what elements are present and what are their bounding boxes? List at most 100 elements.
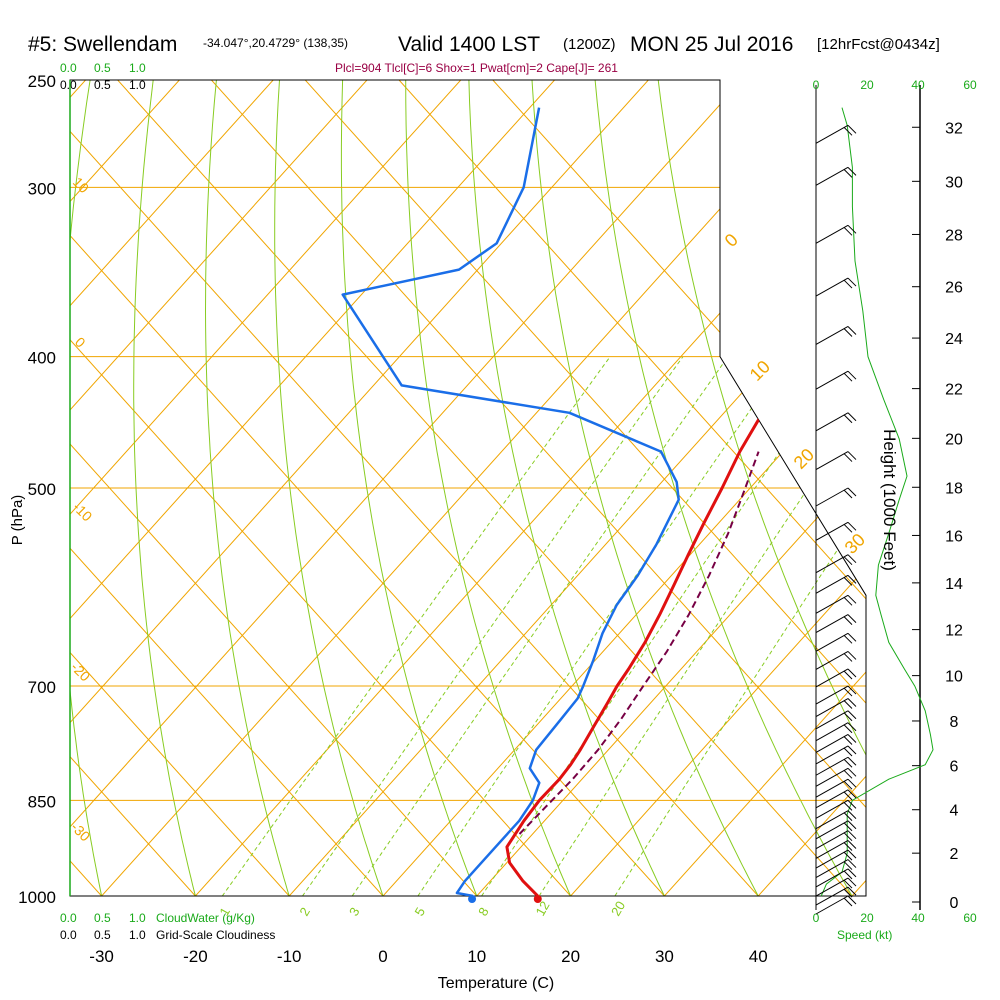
mixing-ratio-line: [610, 356, 866, 896]
isotherm-line: [731, 80, 866, 896]
wind-barb-flag: [843, 870, 853, 880]
wind-barb-flag: [847, 614, 857, 623]
station-title: #5: Swellendam: [28, 33, 177, 56]
wind-barb-flag: [847, 820, 857, 830]
forecast-tag: [12hrFcst@0434z]: [817, 36, 940, 53]
wind-barb: [815, 668, 857, 688]
height-tick-label: 14: [945, 576, 963, 593]
wind-barb: [815, 789, 857, 809]
wind-barb-flag: [847, 554, 857, 564]
wind-barb-staff: [815, 789, 849, 809]
anti-isotherm-line: [189, 80, 866, 896]
height-tick-label: 4: [950, 803, 959, 820]
isotherm-line: [450, 80, 866, 896]
wind-barb-flag: [843, 842, 853, 851]
wind-barb-staff: [815, 698, 849, 717]
wind-barb-staff: [815, 370, 849, 390]
wind-barb-flag: [847, 651, 857, 660]
zulu-time: (1200Z): [563, 36, 616, 53]
dry-adiabat-line: [70, 80, 109, 896]
wind-barb: [815, 734, 857, 753]
anti-isotherm-line: [283, 80, 866, 896]
speed-tick-top: 40: [911, 78, 925, 92]
wind-barb-flag: [847, 521, 857, 531]
dry-adiabat-line: [405, 80, 584, 896]
wind-barb-flag: [847, 685, 857, 695]
wind-barb-flag: [847, 789, 857, 799]
station-coords: -34.047°,20.4729° (138,35): [203, 36, 348, 50]
height-tick-label: 24: [945, 331, 963, 348]
wind-barb-flag: [843, 724, 853, 734]
wind-barb-flag: [847, 575, 857, 584]
mixing-ratio-line: [347, 356, 729, 896]
wind-barb-flag: [843, 712, 853, 722]
wind-barb-flag: [843, 556, 853, 566]
anti-isotherm-line: [70, 80, 410, 896]
valid-date: MON 25 Jul 2016: [630, 33, 793, 56]
wind-barb-flag: [843, 126, 853, 136]
wind-barb-flag: [843, 670, 853, 680]
mixing-ratio-label: 2: [296, 905, 313, 919]
mixing-ratio-label: 3: [346, 905, 363, 919]
speed-tick-bottom: 40: [911, 911, 925, 925]
wind-barb-flag: [843, 453, 853, 462]
isobar-lines: [70, 79, 866, 897]
isotherm-line: [70, 80, 577, 896]
wind-barb-staff: [815, 594, 849, 614]
isotherm-line: [75, 80, 858, 896]
pressure-tick-label: 700: [28, 678, 56, 697]
isotherm-line: [70, 80, 671, 896]
wind-barb-flag: [847, 799, 857, 809]
wind-barb: [815, 698, 857, 717]
wind-barb-flag: [843, 279, 853, 289]
wind-barb-flag: [847, 830, 857, 840]
dry-adiabat-line: [592, 80, 866, 896]
height-tick-label: 12: [945, 623, 963, 640]
wind-barb: [815, 487, 857, 507]
wind-barb-flag: [843, 780, 853, 790]
wind-barb-flag: [847, 370, 857, 380]
wind-barb-staff: [815, 224, 849, 244]
wind-barb: [815, 370, 857, 390]
speed-tick-top: 60: [963, 78, 977, 92]
wind-barb-staff: [815, 840, 849, 859]
wind-barb-staff: [815, 614, 849, 634]
wind-barb-flag: [843, 653, 853, 662]
wind-barb-staff: [815, 451, 849, 471]
wind-barb-flag: [847, 124, 857, 134]
wind-barb: [815, 756, 857, 776]
wind-barb-flag: [847, 734, 857, 743]
isotherm-line: [70, 80, 296, 896]
wind-barb: [815, 451, 857, 471]
wind-barb: [815, 166, 857, 186]
wind-barb: [815, 224, 857, 244]
wind-barb-flag: [843, 758, 853, 768]
wind-barb: [815, 632, 857, 652]
wind-barb-flag: [847, 859, 857, 868]
wind-barb-staff: [815, 685, 849, 705]
dry-adiabat-line: [204, 80, 299, 896]
isotherm-label: 10: [746, 357, 774, 385]
height-tick-label: 22: [945, 382, 963, 399]
wind-barb-flag: [847, 277, 857, 287]
anti-isotherm-line: [70, 80, 504, 896]
cloudwater-label: CloudWater (g/Kg): [156, 911, 255, 925]
height-tick-label: 16: [945, 528, 963, 545]
wind-barb-flag: [843, 791, 853, 801]
wind-barb-flag: [843, 687, 853, 697]
mixing-ratio-label: 5: [412, 905, 429, 919]
wind-barb-staff: [815, 830, 849, 850]
wind-barb-flag: [847, 722, 857, 732]
cloudiness-scale-tick: 0.5: [94, 928, 111, 942]
isotherm-label: 30: [841, 530, 869, 558]
wind-barb-staff: [815, 756, 849, 776]
height-tick-label: 26: [945, 280, 963, 297]
temperature-tick-label: 40: [749, 947, 768, 966]
wind-barb: [815, 614, 857, 634]
anti-isotherm-line: [95, 80, 866, 896]
wind-barb: [815, 767, 857, 787]
height-tick-label: 32: [945, 120, 963, 137]
anti-isotherm-line: [70, 80, 597, 896]
